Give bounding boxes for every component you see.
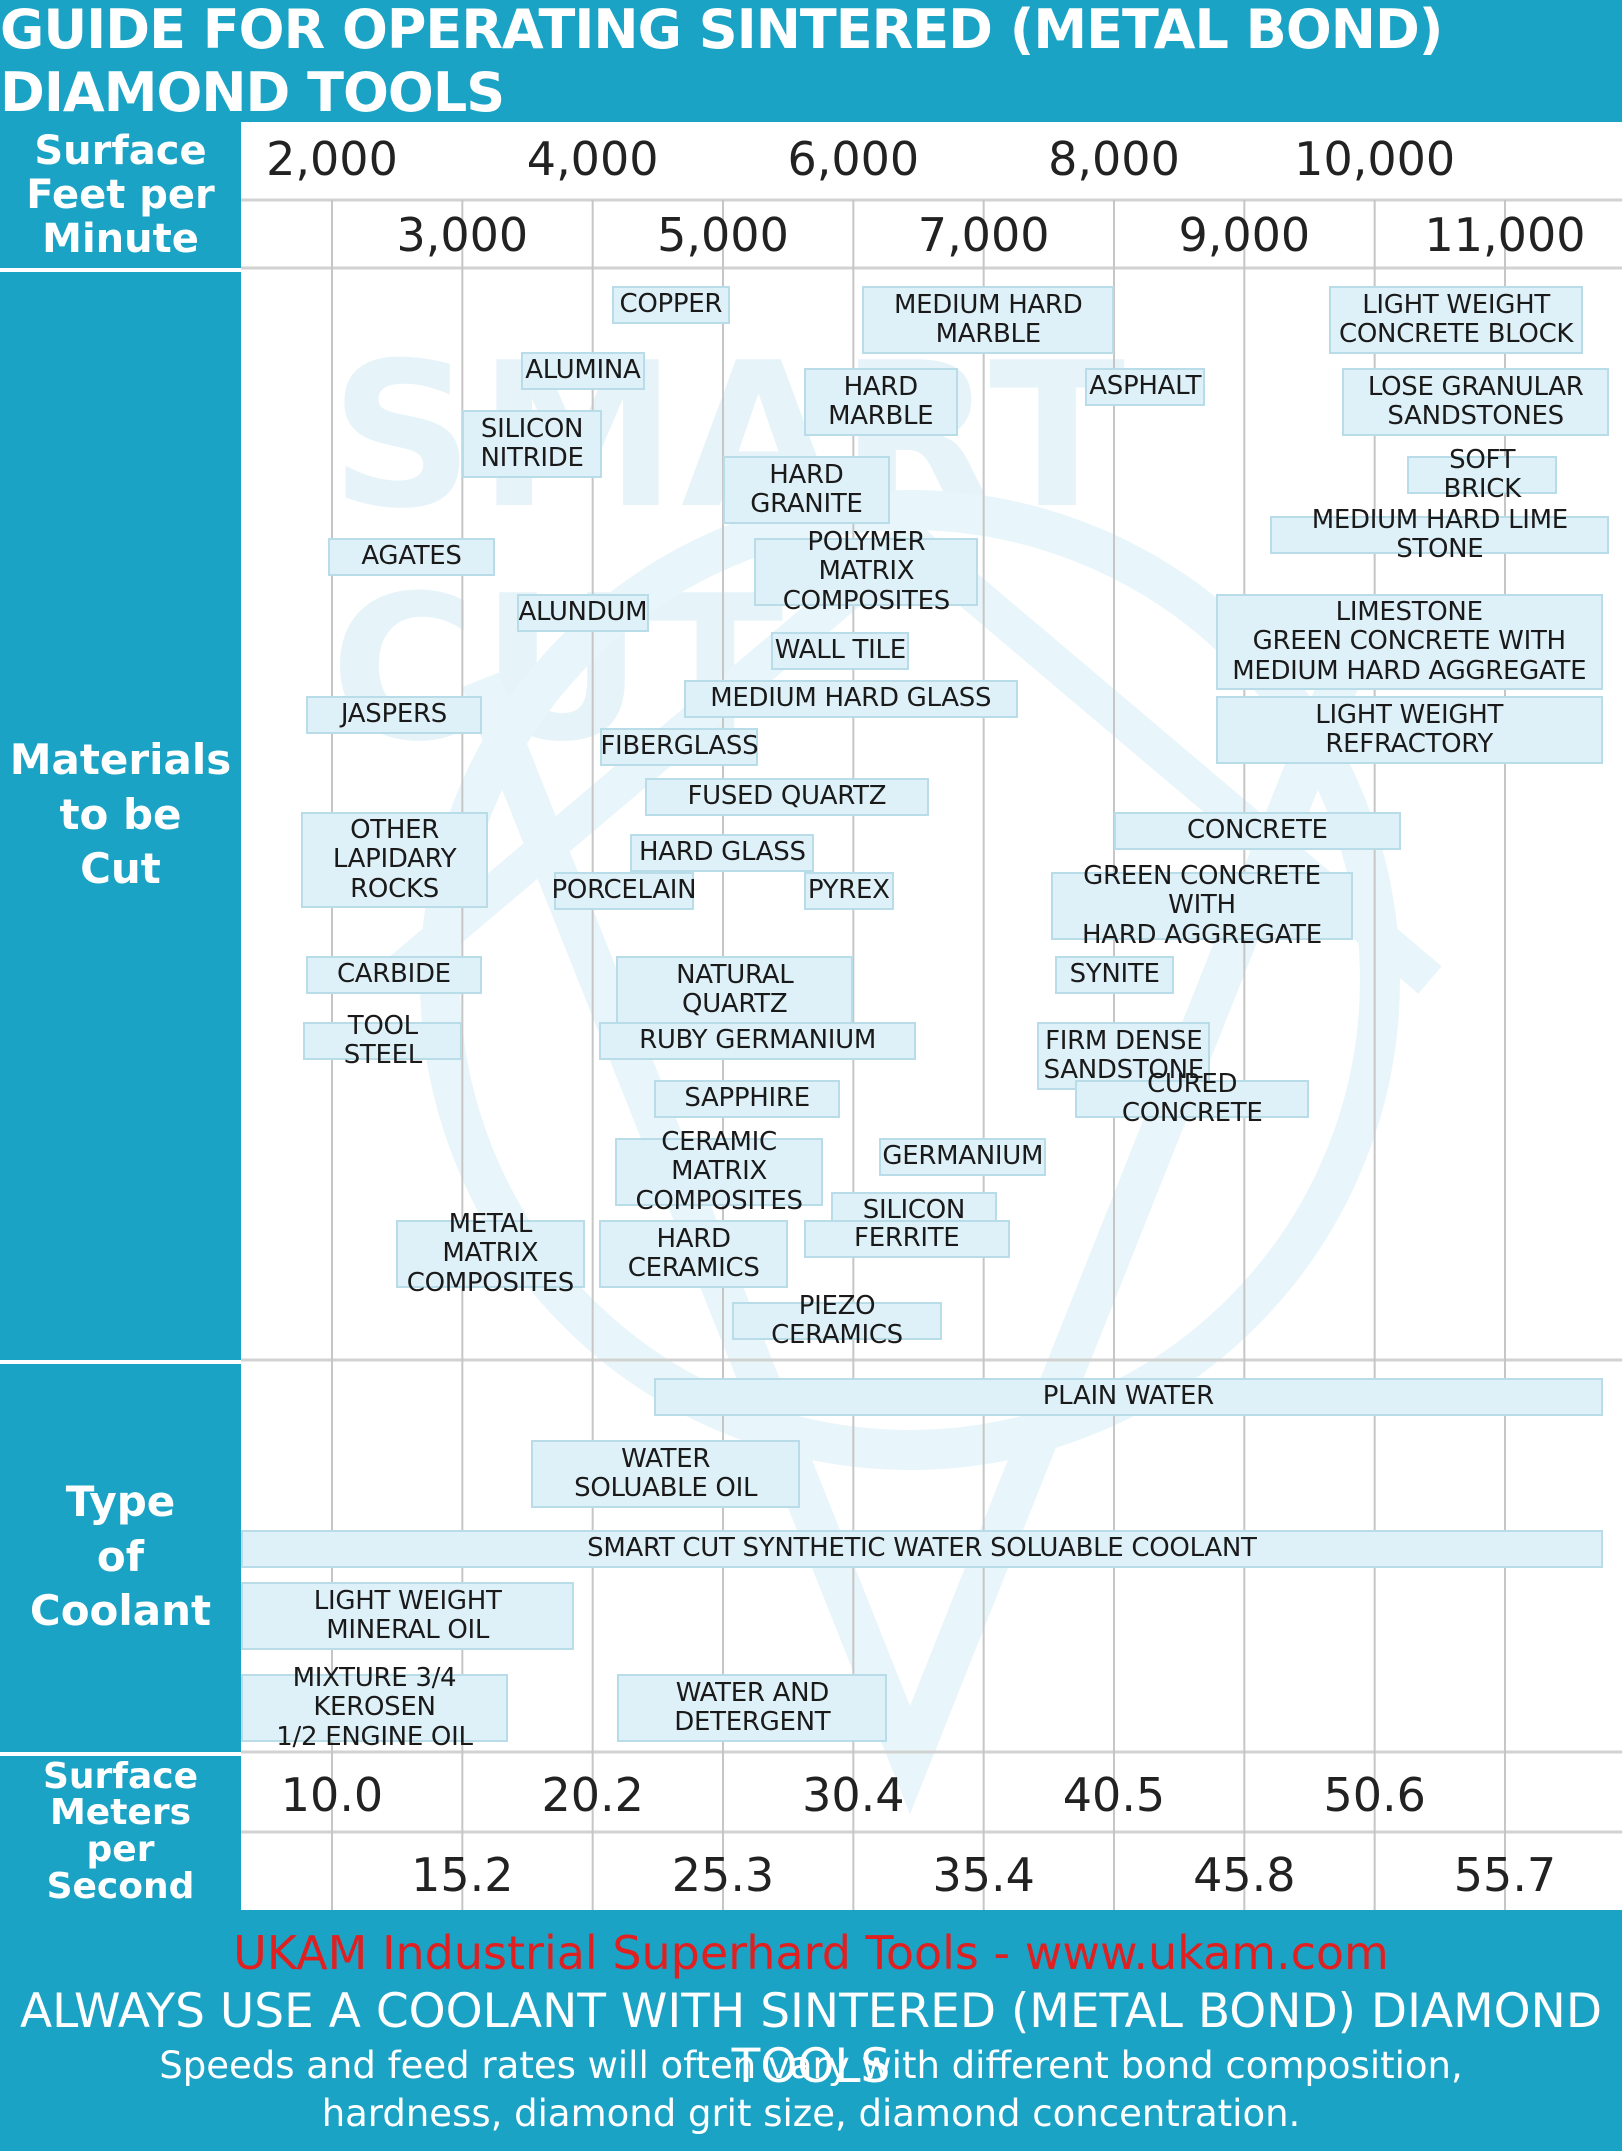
msps-tick-label: 25.3: [671, 1848, 775, 1902]
material-box: LOSE GRANULAR SANDSTONES: [1342, 368, 1610, 436]
material-box: POLYMER MATRIX COMPOSITES: [754, 528, 979, 615]
material-box: CURED CONCRETE: [1074, 1069, 1310, 1128]
material-box: ALUMINA: [520, 352, 645, 390]
coolant-box: PLAIN WATER: [653, 1378, 1603, 1416]
msps-tick-label: 15.2: [411, 1848, 514, 1902]
material-box: GERMANIUM: [879, 1138, 1047, 1176]
material-box: ALUNDUM: [517, 594, 649, 632]
coolant-box: WATER AND DETERGENT: [617, 1674, 888, 1742]
material-box: CERAMIC MATRIX COMPOSITES: [614, 1128, 824, 1215]
material-box: JASPERS: [305, 696, 482, 734]
material-box: GREEN CONCRETE WITH HARD AGGREGATE: [1051, 862, 1353, 949]
material-box: HARD GRANITE: [723, 456, 890, 524]
page-title: GUIDE FOR OPERATING SINTERED (METAL BOND…: [0, 0, 1443, 124]
msps-tick-label: 40.5: [1062, 1768, 1166, 1822]
material-box: ASPHALT: [1085, 368, 1206, 406]
material-box: MEDIUM HARD MARBLE: [862, 286, 1114, 354]
msps-tick-label: 20.2: [541, 1768, 644, 1822]
coolant-label: Type of Coolant: [29, 1477, 212, 1636]
material-box: PORCELAIN: [552, 872, 697, 910]
coolant-warning: ALWAYS USE A COOLANT WITH SINTERED (META…: [19, 1984, 1603, 2094]
material-box: CONCRETE: [1114, 812, 1401, 850]
label-divider: [0, 268, 241, 272]
material-box: PYREX: [803, 872, 894, 910]
coolant-box: WATER SOLUABLE OIL: [531, 1440, 800, 1508]
material-box: HARD MARBLE: [803, 368, 958, 436]
sfpm-tick-label: 8,000: [1048, 132, 1180, 186]
footer-bar: [0, 1910, 1622, 2151]
msps-label: Surface Meters per Second: [42, 1755, 199, 1907]
coolant-box: MIXTURE 3/4 KEROSEN 1/2 ENGINE OIL: [241, 1664, 508, 1751]
material-box: METAL MATRIX COMPOSITES: [395, 1210, 585, 1297]
sfpm-label: Surface Feet per Minute: [26, 128, 215, 262]
material-box: WALL TILE: [771, 632, 910, 670]
material-box: OTHER LAPIDARY ROCKS: [300, 812, 489, 908]
material-box: FERRITE: [803, 1220, 1010, 1258]
label-divider: [0, 1360, 241, 1364]
material-box: LIGHT WEIGHT REFRACTORY: [1215, 696, 1603, 764]
material-box: LIGHT WEIGHT CONCRETE BLOCK: [1329, 286, 1584, 354]
sfpm-tick-label: 11,000: [1424, 208, 1586, 262]
material-box: HARD GLASS: [630, 834, 815, 872]
material-box: MEDIUM HARD LIME STONE: [1270, 505, 1610, 564]
material-box: PIEZO CERAMICS: [732, 1291, 942, 1350]
company-line: UKAM Industrial Superhard Tools - www.uk…: [233, 1926, 1389, 1980]
sfpm-tick-label: 5,000: [657, 208, 789, 262]
sfpm-tick-label: 9,000: [1178, 208, 1311, 262]
material-box: SOFT BRICK: [1407, 445, 1558, 504]
materials-label: Materials to be Cut: [9, 735, 232, 894]
material-box: MEDIUM HARD GLASS: [683, 680, 1018, 718]
material-box: NATURAL QUARTZ: [616, 956, 854, 1024]
material-box: COPPER: [612, 286, 730, 324]
msps-tick-label: 30.4: [802, 1768, 905, 1822]
sfpm-tick-label: 10,000: [1294, 132, 1456, 186]
material-box: RUBY GERMANIUM: [599, 1022, 916, 1060]
msps-tick-label: 50.6: [1323, 1768, 1426, 1822]
material-box: FIRM DENSE SANDSTONE: [1037, 1022, 1211, 1090]
sfpm-tick-label: 6,000: [787, 132, 920, 186]
material-box: LIMESTONE GREEN CONCRETE WITH MEDIUM HAR…: [1215, 594, 1603, 690]
material-box: AGATES: [328, 538, 495, 576]
material-box: SILICON NITRIDE: [462, 410, 602, 478]
material-box: SYNITE: [1055, 956, 1174, 994]
material-box: CARBIDE: [305, 956, 482, 994]
material-box: SAPPHIRE: [653, 1080, 841, 1118]
material-box: FIBERGLASS: [600, 728, 759, 766]
msps-tick-label: 35.4: [932, 1848, 1035, 1902]
coolant-box: LIGHT WEIGHT MINERAL OIL: [241, 1582, 575, 1650]
label-divider: [0, 1752, 241, 1756]
material-box: TOOL STEEL: [303, 1011, 463, 1070]
coolant-box: SMART CUT SYNTHETIC WATER SOLUABLE COOLA…: [241, 1530, 1603, 1568]
material-box: FUSED QUARTZ: [644, 778, 929, 816]
sfpm-tick-label: 4,000: [526, 132, 659, 186]
note-line-1: Speeds and feed rates will often vary wi…: [159, 2044, 1463, 2087]
title-bar: [0, 0, 1622, 122]
note-line-2: hardness, diamond grit size, diamond con…: [321, 2092, 1301, 2135]
sfpm-tick-label: 7,000: [917, 208, 1050, 262]
row-label-column: [0, 122, 241, 1910]
material-box: HARD CERAMICS: [599, 1220, 789, 1288]
msps-tick-label: 55.7: [1453, 1848, 1557, 1902]
sfpm-tick-label: 3,000: [396, 208, 529, 262]
msps-tick-label: 45.8: [1193, 1848, 1296, 1902]
sfpm-tick-label: 2,000: [266, 132, 398, 186]
msps-tick-label: 10.0: [280, 1768, 384, 1822]
